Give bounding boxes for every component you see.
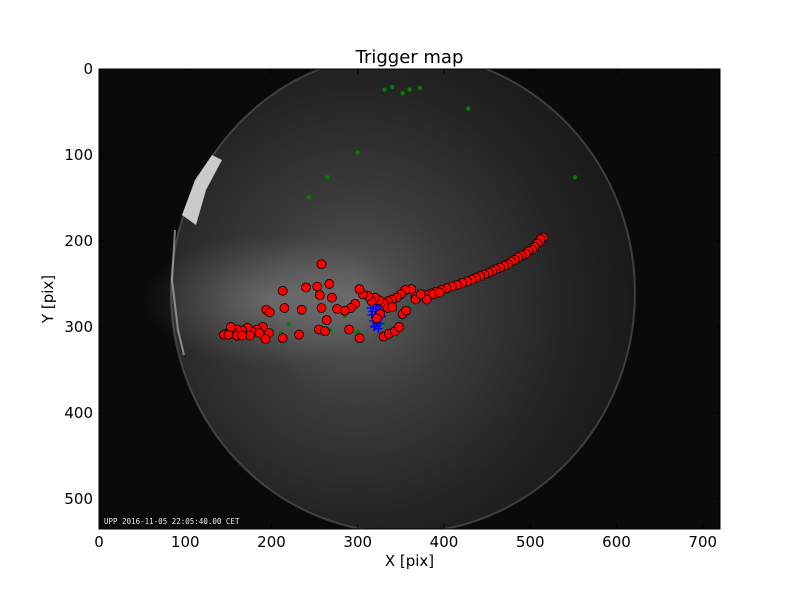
trigger-point-red <box>226 322 236 332</box>
trigger-point-green <box>465 106 471 111</box>
axis-ticks: 0 100 200 300 400 500 600 700 0 100 200 300 400 500 <box>64 60 720 551</box>
trigger-point-red <box>321 315 332 325</box>
trigger-point-red <box>401 305 411 316</box>
trigger-point-blue <box>368 307 377 316</box>
trigger-point-green <box>382 87 387 92</box>
trigger-point-red <box>314 290 325 301</box>
y-axis-label: Y [pix] <box>39 275 57 324</box>
x-tick-label: 300 <box>343 533 372 551</box>
trigger-point-red <box>371 313 382 324</box>
plot-area: UPP 2016-11-05 22:05:40.00 CET <box>99 69 720 529</box>
trigger-point-green <box>355 150 360 155</box>
y-tick-label: 400 <box>64 404 93 422</box>
trigger-point-red <box>316 259 327 270</box>
y-tick-label: 200 <box>64 232 93 250</box>
trigger-point-red <box>387 302 398 313</box>
trigger-point-green <box>286 322 291 327</box>
trigger-point-red <box>326 292 337 303</box>
y-tick-label: 500 <box>64 490 93 508</box>
trigger-point-green <box>306 194 311 200</box>
x-axis-label: X [pix] <box>385 552 434 570</box>
trigger-point-green <box>417 85 423 91</box>
trigger-point-red <box>296 304 307 315</box>
trigger-point-red <box>320 326 330 337</box>
trigger-point-blue <box>374 324 383 333</box>
x-tick-label: 0 <box>94 533 104 551</box>
plot-frame <box>98 68 721 530</box>
y-tick-label: 0 <box>83 60 93 78</box>
data-series-layer <box>219 84 578 344</box>
chart-title: Trigger map <box>355 47 464 68</box>
horizon-light-edge <box>170 229 185 356</box>
trigger-point-red <box>277 285 288 296</box>
trigger-point-red <box>237 330 248 341</box>
x-tick-label: 200 <box>257 533 286 551</box>
x-tick-label: 100 <box>171 533 200 551</box>
trigger-point-red <box>415 289 426 300</box>
x-tick-label: 500 <box>516 533 545 551</box>
x-tick-label: 700 <box>688 533 717 551</box>
trigger-point-red <box>254 328 265 338</box>
trigger-point-red <box>434 287 445 298</box>
trigger-point-red <box>354 333 365 344</box>
trigger-point-blue <box>370 322 379 331</box>
trigger-point-red <box>312 281 323 292</box>
trigger-point-red <box>344 324 355 335</box>
image-timestamp: UPP 2016-11-05 22:05:40.00 CET <box>104 517 240 526</box>
trigger-point-green <box>355 329 360 335</box>
x-tick-label: 400 <box>430 533 459 551</box>
trigger-point-red <box>264 307 275 318</box>
trigger-point-green <box>572 175 578 180</box>
trigger-point-red <box>394 322 405 332</box>
trigger-point-red <box>277 333 288 344</box>
trigger-point-red <box>354 284 365 295</box>
horizon-glow <box>140 235 400 365</box>
trigger-point-green <box>407 87 412 92</box>
trigger-point-green <box>400 90 405 96</box>
trigger-point-red <box>294 329 305 340</box>
trigger-point-red <box>316 303 327 313</box>
trigger-point-green <box>390 84 395 90</box>
horizon-light-streak <box>182 155 222 225</box>
trigger-point-red <box>279 303 290 313</box>
x-tick-label: 600 <box>602 533 631 551</box>
y-tick-label: 100 <box>64 146 93 164</box>
trigger-point-red <box>260 334 271 344</box>
sky-dome <box>171 69 635 529</box>
trigger-point-green <box>325 175 330 180</box>
y-tick-label: 300 <box>64 318 93 336</box>
trigger-point-red <box>324 279 335 289</box>
trigger-point-red <box>332 303 342 314</box>
trigger-point-red <box>301 282 311 293</box>
